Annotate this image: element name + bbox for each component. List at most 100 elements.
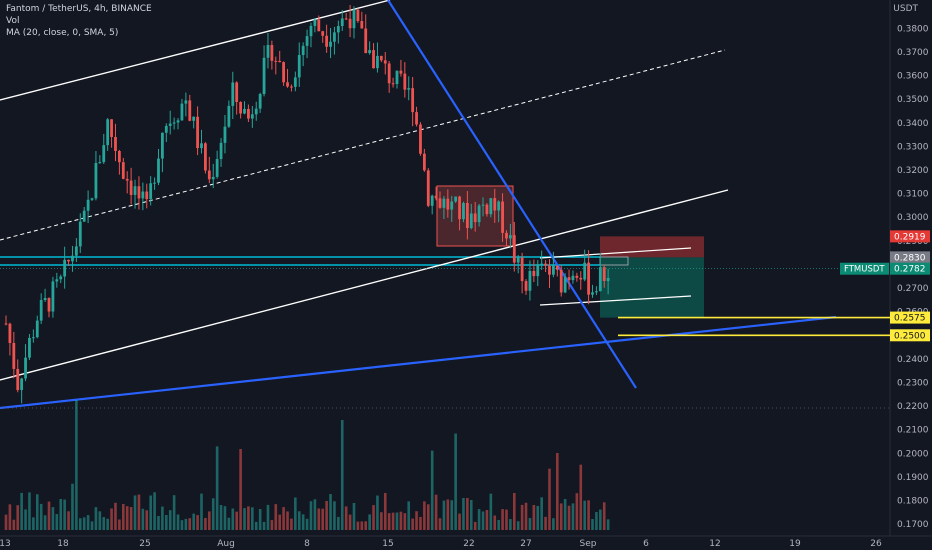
- x-tick-label: 19: [789, 539, 801, 549]
- volume-bar: [235, 511, 238, 530]
- candle-body: [192, 116, 196, 121]
- volume-bar: [520, 504, 524, 530]
- candle-body: [598, 267, 602, 292]
- candle-body: [383, 60, 387, 64]
- candle-body: [117, 150, 121, 163]
- volume-bar: [372, 505, 375, 530]
- volume-bar: [419, 516, 422, 530]
- price-tag: [890, 262, 930, 275]
- candle-body: [164, 125, 168, 133]
- candle-body: [55, 279, 59, 282]
- candle-body: [587, 262, 590, 295]
- candle-body: [297, 55, 301, 78]
- candle-body: [442, 198, 446, 208]
- candle-body: [16, 368, 20, 391]
- x-tick-label: 27: [520, 539, 531, 549]
- symbol-title[interactable]: Fantom / TetherUS, 4h, BINANCE: [6, 4, 152, 14]
- candle-body: [145, 191, 149, 200]
- candle-body: [595, 291, 598, 293]
- volume-bar: [473, 521, 477, 530]
- volume-bar: [360, 521, 364, 530]
- candle-body: [157, 158, 160, 183]
- candle-body: [454, 196, 458, 202]
- y-tick-label: 0.3200: [897, 166, 929, 176]
- y-tick-label: 0.2000: [897, 449, 929, 459]
- candle-body: [293, 77, 297, 87]
- candle-body: [153, 182, 156, 184]
- candle-body: [583, 262, 587, 280]
- volume-bar: [458, 513, 461, 530]
- candle-body: [110, 119, 113, 138]
- x-tick-label: 13: [0, 539, 11, 549]
- volume-bar: [501, 509, 504, 530]
- volume-bar: [55, 514, 59, 530]
- symbol-tag: [840, 262, 889, 275]
- candle-body: [286, 82, 289, 87]
- volume-bar: [192, 513, 195, 530]
- candle-body: [223, 126, 227, 143]
- volume-bar: [219, 504, 223, 530]
- candle-body: [235, 82, 239, 103]
- volume-bar: [540, 497, 543, 530]
- candle-body: [477, 205, 481, 223]
- ma-indicator-label[interactable]: MA (20, close, 0, SMA, 5): [6, 28, 119, 38]
- candle-body: [387, 63, 391, 84]
- candle-body: [473, 213, 477, 223]
- candle-body: [340, 18, 344, 27]
- volume-bar: [208, 511, 211, 530]
- volume-bar: [380, 512, 383, 530]
- candle-body: [446, 198, 450, 210]
- candle-body: [141, 191, 145, 199]
- volume-bar: [180, 520, 184, 530]
- x-tick-label: 26: [870, 539, 882, 549]
- candle-body: [247, 108, 250, 119]
- candle-body: [469, 213, 473, 229]
- price-tag-value: 0.2782: [894, 265, 926, 275]
- volume-bar: [356, 521, 360, 530]
- volume-bar: [513, 492, 516, 530]
- descending-trendline: [387, 0, 637, 389]
- candle-body: [161, 132, 164, 159]
- volume-bar: [602, 502, 606, 530]
- candle-body: [239, 102, 242, 114]
- candle-body: [305, 36, 309, 46]
- y-tick-label: 0.3500: [897, 95, 929, 105]
- volume-bar: [454, 433, 457, 530]
- candle-body: [74, 246, 78, 256]
- candle-body: [352, 9, 356, 29]
- candle-body: [458, 196, 461, 220]
- candle-body: [59, 276, 63, 280]
- candle-body: [149, 183, 153, 200]
- price-tag: [890, 230, 930, 243]
- candle-body: [219, 142, 223, 160]
- volume-bar: [438, 518, 442, 530]
- volume-bar: [606, 519, 610, 530]
- x-tick-label: 15: [382, 539, 393, 549]
- candle-body: [43, 298, 47, 301]
- volume-bar: [481, 511, 485, 530]
- volume-bar: [129, 507, 133, 530]
- volume-label[interactable]: Vol: [6, 16, 20, 26]
- candle-body: [555, 265, 559, 270]
- candle-body: [567, 277, 571, 281]
- volume-bar: [524, 502, 528, 530]
- candle-body: [489, 198, 493, 215]
- candle-body: [508, 235, 512, 239]
- x-tick-label: Aug: [217, 539, 235, 549]
- candle-body: [438, 198, 442, 208]
- candle-body: [121, 162, 125, 179]
- volume-bar: [32, 517, 35, 530]
- y-tick-label: 0.3400: [897, 119, 929, 129]
- volume-bar: [552, 518, 555, 530]
- volume-bar: [489, 493, 493, 530]
- volume-bar: [391, 512, 395, 530]
- candle-body: [254, 108, 258, 115]
- candle-body: [8, 323, 12, 343]
- volume-bar: [548, 468, 551, 530]
- volume-bar: [430, 450, 434, 530]
- volume-bar: [466, 497, 469, 530]
- target-zone: [600, 257, 704, 318]
- volume-bar: [125, 506, 129, 530]
